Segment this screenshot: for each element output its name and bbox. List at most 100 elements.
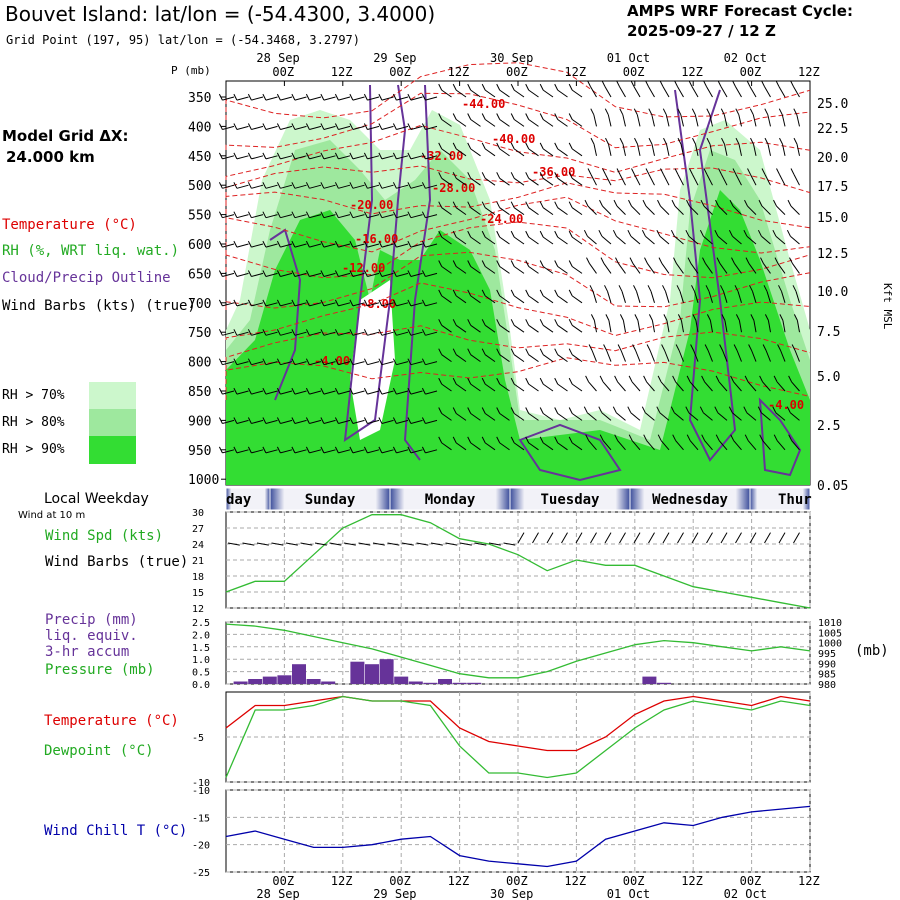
wind-barb: [381, 272, 394, 277]
wind-barb: [396, 125, 409, 130]
wind-barb: [425, 272, 438, 277]
wind-barb-flag: [510, 319, 515, 326]
wind-barb: [470, 119, 481, 127]
wind-barb: [680, 320, 684, 333]
wind-barb-flag: [496, 172, 501, 179]
wind-barb-flag: [467, 142, 472, 150]
wind-barb-flag: [320, 329, 325, 336]
wind-barb-flag: [438, 407, 443, 414]
temperature-contour-label: -20.00: [350, 198, 393, 212]
surface-wind-barb: [372, 542, 385, 546]
wind-barb: [323, 155, 336, 160]
wind-barb: [528, 383, 539, 392]
wind-barb: [528, 207, 539, 216]
wind-barb-flag: [748, 344, 753, 351]
wind-barb: [455, 236, 467, 245]
wind-barb-flag: [291, 387, 296, 395]
wind-barb-flag: [407, 329, 412, 336]
wind-barb: [528, 119, 539, 127]
wind-barb: [470, 442, 481, 451]
temperature-contour-label: -4.00: [314, 354, 350, 368]
surface-wind-barb: [242, 542, 255, 546]
wind-barb: [571, 442, 583, 451]
wind-barb-flag: [320, 211, 325, 218]
wind-barb: [441, 354, 452, 363]
wind-barb: [604, 86, 612, 98]
wind-barb: [619, 86, 626, 98]
wind-barb-flag: [262, 358, 267, 365]
temperature-contour: [225, 325, 811, 370]
surface-wind-barb: [358, 542, 371, 546]
wind-barb-flag: [510, 172, 515, 179]
wind-barb-flag: [467, 113, 472, 120]
temperature-contour-label: -28.00: [432, 181, 475, 195]
legend-rh90-swatch: [89, 436, 136, 464]
wind-barb: [280, 302, 293, 307]
wind-barb: [571, 324, 583, 333]
wind-barb-flag: [452, 83, 457, 91]
wind-barb: [571, 89, 583, 98]
wind-barb-flag: [438, 142, 443, 150]
wind-barb: [695, 320, 699, 333]
wind-barb-flag: [247, 387, 252, 395]
top-time-tick-label: 00Z: [506, 65, 528, 79]
temperature-contour: [225, 182, 811, 230]
wind-barb-flag: [262, 152, 267, 160]
wind-barb-flag: [320, 358, 325, 365]
wind-barb: [499, 119, 510, 127]
wind-barb: [680, 114, 684, 127]
wind-barb-flag: [496, 348, 501, 355]
wind-barb-flag: [421, 182, 426, 189]
wind-barb: [441, 413, 452, 421]
wind-barb: [251, 419, 264, 424]
wind-barb-flag: [305, 182, 310, 189]
wind-barb-flag: [481, 172, 486, 179]
wind-barb: [222, 361, 235, 366]
weekday-label: Monday: [425, 492, 476, 508]
wind-barb-flag: [392, 270, 397, 277]
wind-barb: [651, 320, 655, 333]
wind-barb-flag: [643, 375, 648, 383]
wind-barb: [691, 86, 699, 98]
wind-barb-flag: [714, 406, 719, 413]
pressure-tick-label: 450: [188, 150, 211, 165]
wind-barb-flag: [763, 285, 768, 292]
wind-barb: [767, 320, 771, 333]
wind-barb: [637, 320, 641, 333]
pressure-tick-label: 990: [818, 659, 836, 670]
wind-barb-flag: [792, 285, 797, 292]
wind-barb: [294, 155, 307, 160]
pressure-tick-label: 700: [188, 297, 211, 312]
wind-barb: [719, 263, 728, 274]
wind-barb: [633, 86, 641, 98]
wind-barb-flag: [628, 199, 632, 207]
wind-barb-flag: [378, 329, 383, 336]
wind-barb: [557, 442, 568, 451]
wind-barb-flag: [276, 240, 281, 248]
wind-barb-flag: [554, 201, 559, 208]
wind-barb: [425, 96, 438, 101]
wind-barb-flag: [717, 80, 722, 87]
wind-barb-flag: [334, 152, 339, 160]
wind-barb: [634, 174, 641, 186]
wind-barb: [294, 214, 307, 219]
wind-barb-flag: [349, 387, 354, 395]
wind-barb-flag: [539, 289, 544, 297]
wind-barb-flag: [672, 375, 677, 383]
wind-barb-flag: [685, 229, 690, 237]
wind-barb-flag: [349, 358, 354, 365]
wind-barb-flag: [334, 270, 339, 277]
wind-barb-flag: [378, 299, 383, 307]
wind-chill-panel: -10 -15 -20 -25: [192, 786, 811, 879]
wind-barb-flag: [291, 93, 296, 101]
cloud-outline-4: [674, 89, 737, 462]
wind-barb-flag: [762, 344, 767, 351]
wind-barb-flag: [554, 348, 559, 355]
wind-barb: [753, 320, 757, 333]
wind-barb-flag: [334, 417, 339, 424]
wind-barb: [222, 419, 235, 424]
wind-barb: [590, 174, 597, 186]
wind-barb: [251, 449, 264, 454]
wind-barb: [593, 320, 597, 333]
wind-barb-flag: [588, 344, 593, 351]
